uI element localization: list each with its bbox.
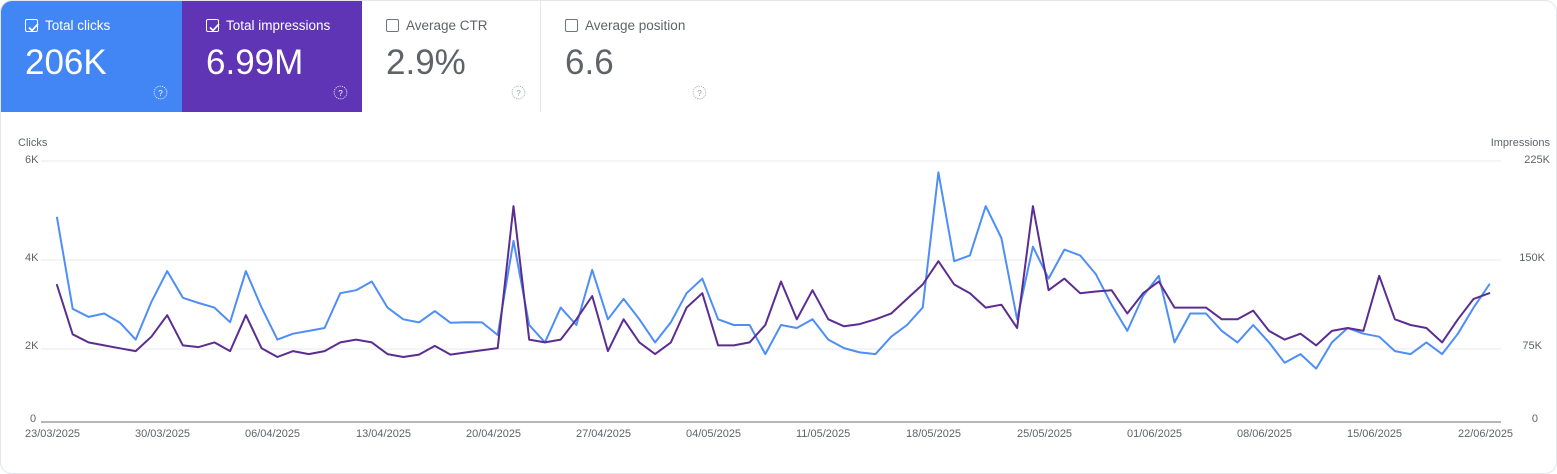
svg-text:?: ? <box>338 89 343 98</box>
svg-text:?: ? <box>697 89 702 98</box>
svg-text:?: ? <box>158 89 163 98</box>
svg-text:?: ? <box>516 89 521 98</box>
